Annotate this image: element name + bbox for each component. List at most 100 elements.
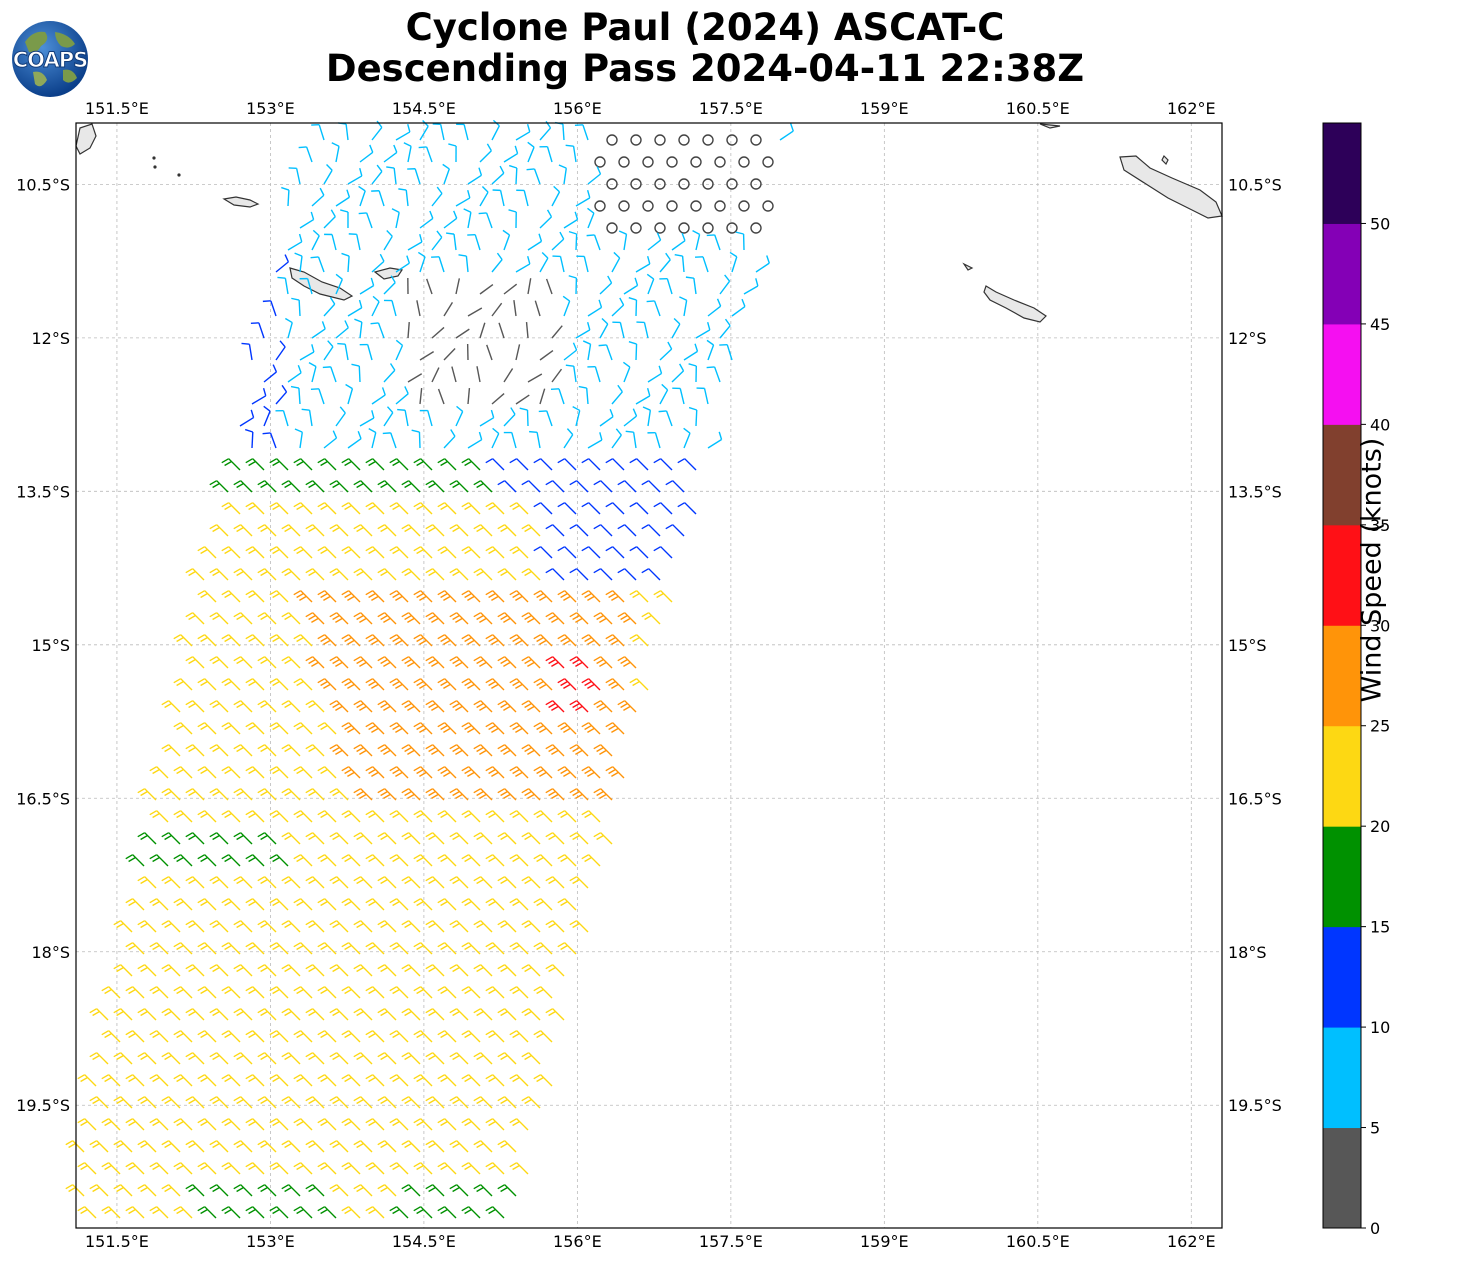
wind-barb [221,766,241,779]
wind-barb [563,211,579,229]
wind-barb [269,1206,289,1219]
wind-barb [269,1162,289,1175]
wind-barb [293,986,313,999]
wind-barb [293,590,313,603]
wind-barb [569,832,589,845]
wind-barb [389,1162,409,1175]
colorbar-tick-label: 35 [1370,516,1390,535]
wind-barb [221,942,241,955]
wind-barb [365,1118,385,1131]
lon-label-bottom: 156°E [553,1232,602,1251]
wind-barb [509,986,529,999]
wind-barb [317,898,337,911]
wind-barb [161,1008,181,1021]
wind-barb [305,700,325,713]
wind-barb [125,854,145,867]
wind-barb [341,1118,361,1131]
wind-barb [275,340,286,361]
calm-wind-marker [762,156,774,168]
wind-barb [329,744,349,757]
wind-barb [281,186,290,207]
wind-barb [353,480,373,493]
calm-wind-marker [714,200,726,212]
wind-barb [576,255,589,273]
wind-barb [209,700,229,713]
wind-barb [294,252,303,273]
wind-barb [245,1030,265,1043]
wind-barb [221,1118,241,1131]
wind-barb [245,810,265,823]
wind-barb [582,340,592,361]
wind-barb [341,634,361,647]
wind-barb [677,502,697,515]
wind-barb [377,876,397,889]
wind-barb [401,744,421,757]
wind-barb [593,524,613,537]
wind-barb [641,524,661,537]
wind-barb [269,1118,289,1131]
wind-barb [365,590,385,603]
wind-barb [281,656,301,669]
wind-barb [389,1206,409,1219]
wind-barb [497,612,517,625]
wind-barb [395,386,409,405]
wind-barb [641,568,661,581]
wind-barb [461,854,481,867]
calm-wind-marker [642,200,654,212]
wind-barb [371,190,385,207]
calm-wind-marker [726,134,738,146]
wind-barb [485,678,505,691]
wind-barb [461,1162,481,1175]
wind-barb [509,546,529,559]
calm-wind-marker [630,178,642,190]
wind-barb [743,278,759,295]
wind-barb [137,1140,157,1153]
wind-barb [587,365,601,383]
wind-barb [449,788,469,801]
wind-barb [377,524,397,537]
wind-barb [485,1074,505,1087]
wind-barb [449,876,469,889]
wind-barb [353,788,373,801]
wind-barb [629,546,649,559]
wind-barb [149,810,169,823]
wind-barb [269,502,289,515]
wind-barb [317,942,337,955]
wind-barb [101,1206,121,1219]
wind-barb [89,1008,109,1021]
wind-barb [461,722,481,735]
wind-barb [538,410,553,427]
wind-barb [89,1096,109,1109]
wind-barb [257,1096,277,1109]
wind-barb [509,1030,529,1043]
wind-barb [521,568,541,581]
wind-barb [641,612,661,625]
wind-barb [382,432,397,449]
wind-barb [779,123,794,141]
wind-barb [401,1140,421,1153]
wind-barb [311,229,320,251]
wind-barb [310,388,325,405]
wind-barb [275,254,290,273]
wind-barb [305,1008,325,1021]
wind-barb [401,612,421,625]
wind-barb [257,524,277,537]
wind-barb [449,1008,469,1021]
wind-barb [173,986,193,999]
wind-barb [173,1162,193,1175]
wind-barb [377,1096,397,1109]
wind-barb [557,898,577,911]
wind-barb [77,1074,97,1087]
calm-wind-marker [654,134,666,146]
wind-barb [317,678,337,691]
wind-barb [173,810,193,823]
wind-barb [317,810,337,823]
wind-barb [557,458,577,471]
wind-barb [707,298,722,317]
wind-barb [521,920,541,933]
wind-barb [239,409,255,427]
wind-barb [533,458,553,471]
wind-barb [437,1030,457,1043]
wind-barb [586,234,601,251]
wind-barb [377,480,397,493]
